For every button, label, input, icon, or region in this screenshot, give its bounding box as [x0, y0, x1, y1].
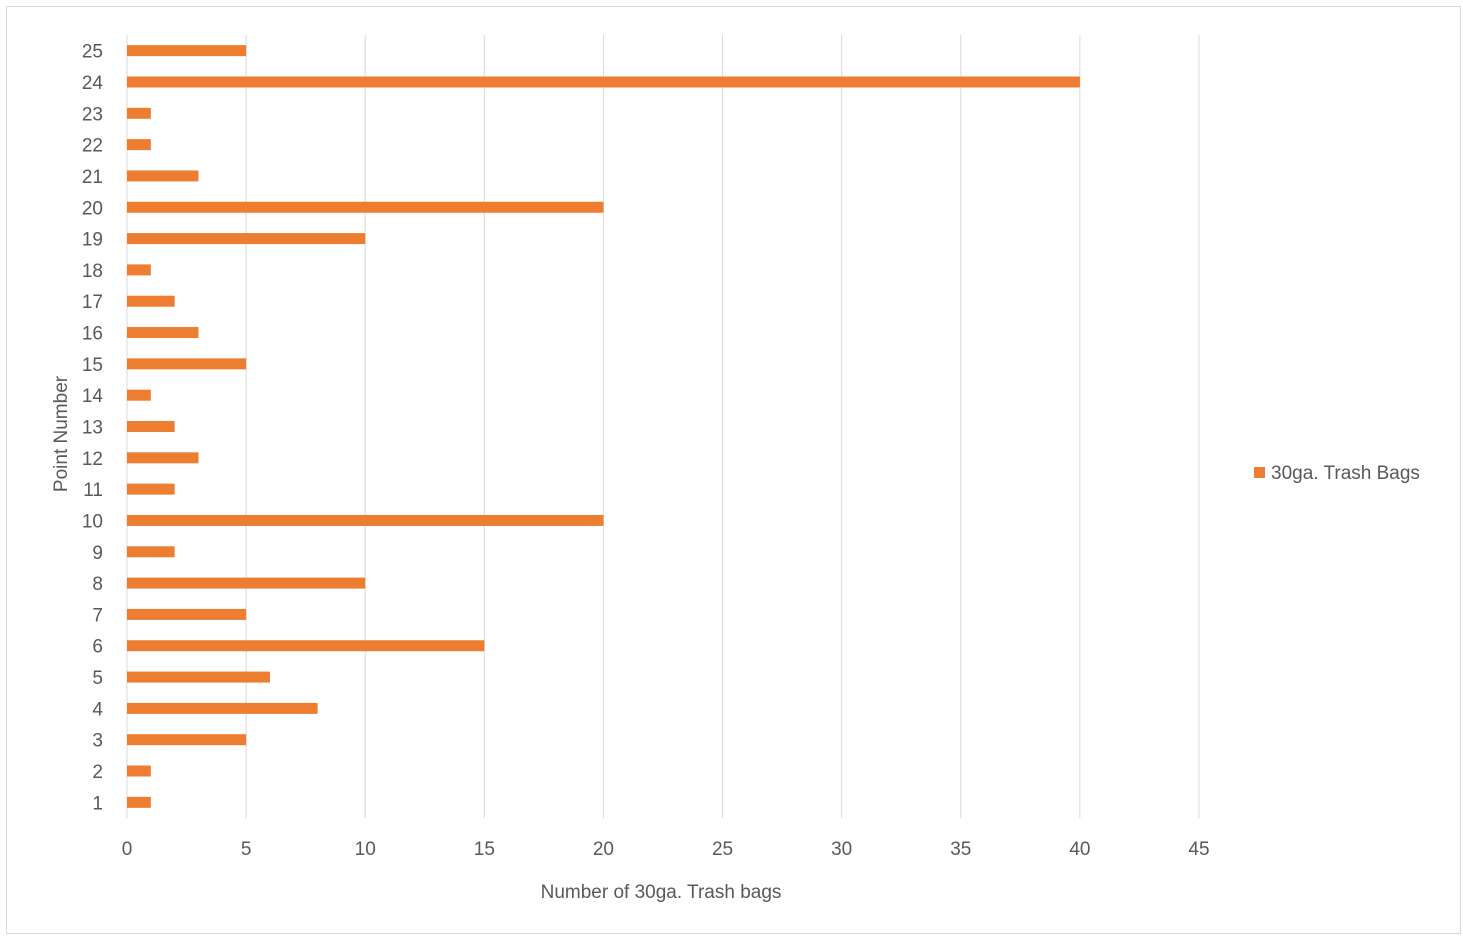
bar — [127, 546, 175, 558]
bar — [127, 671, 270, 683]
y-tick-label: 5 — [92, 668, 103, 689]
y-tick-label: 13 — [82, 418, 103, 439]
bar — [127, 640, 485, 652]
y-tick-label: 4 — [92, 699, 103, 720]
bar — [127, 421, 175, 432]
y-tick-label: 16 — [82, 324, 103, 345]
bar — [127, 796, 151, 808]
bar — [127, 702, 318, 714]
y-axis-title: Point Number — [51, 375, 72, 492]
y-tick-label: 23 — [82, 104, 103, 125]
bar — [127, 608, 247, 620]
bar — [127, 483, 175, 495]
y-tick-label: 3 — [92, 731, 103, 752]
y-tick-label: 17 — [82, 292, 103, 313]
x-tick-label: 45 — [1188, 839, 1209, 860]
chart-area: 0 5 10 15 20 25 30 35 40 45 1 2 3 4 5 6 7 8 9 10 11 12 13 14 15… — [6, 6, 1461, 934]
legend: 30ga. Trash Bags — [1254, 463, 1420, 484]
bar — [127, 295, 175, 307]
gridlines — [126, 35, 1200, 818]
x-tick-label: 0 — [122, 839, 133, 860]
bar — [127, 452, 199, 464]
x-tick-label: 10 — [355, 839, 376, 860]
y-tick-label: 19 — [82, 230, 103, 251]
bar — [127, 76, 1080, 88]
y-tick-label: 10 — [82, 511, 103, 532]
y-tick-label: 1 — [92, 793, 103, 814]
y-tick-label: 11 — [83, 480, 103, 501]
y-tick-label: 8 — [92, 574, 103, 595]
bar — [127, 734, 247, 746]
bar — [127, 514, 604, 526]
y-tick-label: 25 — [82, 42, 103, 63]
y-tick-label: 24 — [82, 73, 104, 94]
y-tick-label: 21 — [82, 167, 103, 188]
bar-chart: 0 5 10 15 20 25 30 35 40 45 123456789101112131415… — [51, 35, 1420, 903]
x-tick-label: 5 — [241, 839, 252, 860]
y-tick-labels: 1234567891011121314151617181920212223242… — [82, 42, 104, 815]
y-tick-label: 18 — [82, 261, 103, 282]
bars — [127, 45, 1080, 808]
bar — [127, 389, 151, 401]
bar — [127, 201, 604, 213]
x-tick-labels: 0 5 10 15 20 25 30 35 40 45 — [122, 839, 1210, 860]
bar — [127, 170, 199, 182]
y-tick-label: 6 — [92, 637, 103, 658]
x-tick-label: 30 — [831, 839, 852, 860]
bar — [127, 577, 366, 589]
y-tick-label: 2 — [92, 762, 103, 783]
y-tick-label: 12 — [82, 449, 103, 470]
bar — [127, 358, 247, 370]
y-tick-label: 20 — [82, 198, 103, 219]
bar — [127, 233, 366, 245]
bar — [127, 765, 151, 777]
y-tick-label: 14 — [82, 386, 104, 407]
legend-swatch — [1254, 467, 1265, 478]
x-tick-label: 35 — [950, 839, 971, 860]
x-tick-label: 20 — [593, 839, 614, 860]
bar — [127, 264, 151, 276]
y-tick-label: 22 — [82, 136, 103, 157]
legend-label: 30ga. Trash Bags — [1271, 463, 1420, 484]
bar — [127, 327, 199, 339]
bar — [127, 139, 151, 151]
x-tick-label: 25 — [712, 839, 733, 860]
y-tick-label: 7 — [92, 605, 103, 626]
x-tick-label: 40 — [1069, 839, 1090, 860]
bar — [127, 45, 247, 57]
x-axis-title: Number of 30ga. Trash bags — [541, 882, 782, 903]
y-tick-label: 15 — [82, 355, 103, 376]
bar — [127, 107, 151, 119]
x-tick-label: 15 — [474, 839, 495, 860]
y-tick-label: 9 — [92, 543, 103, 564]
